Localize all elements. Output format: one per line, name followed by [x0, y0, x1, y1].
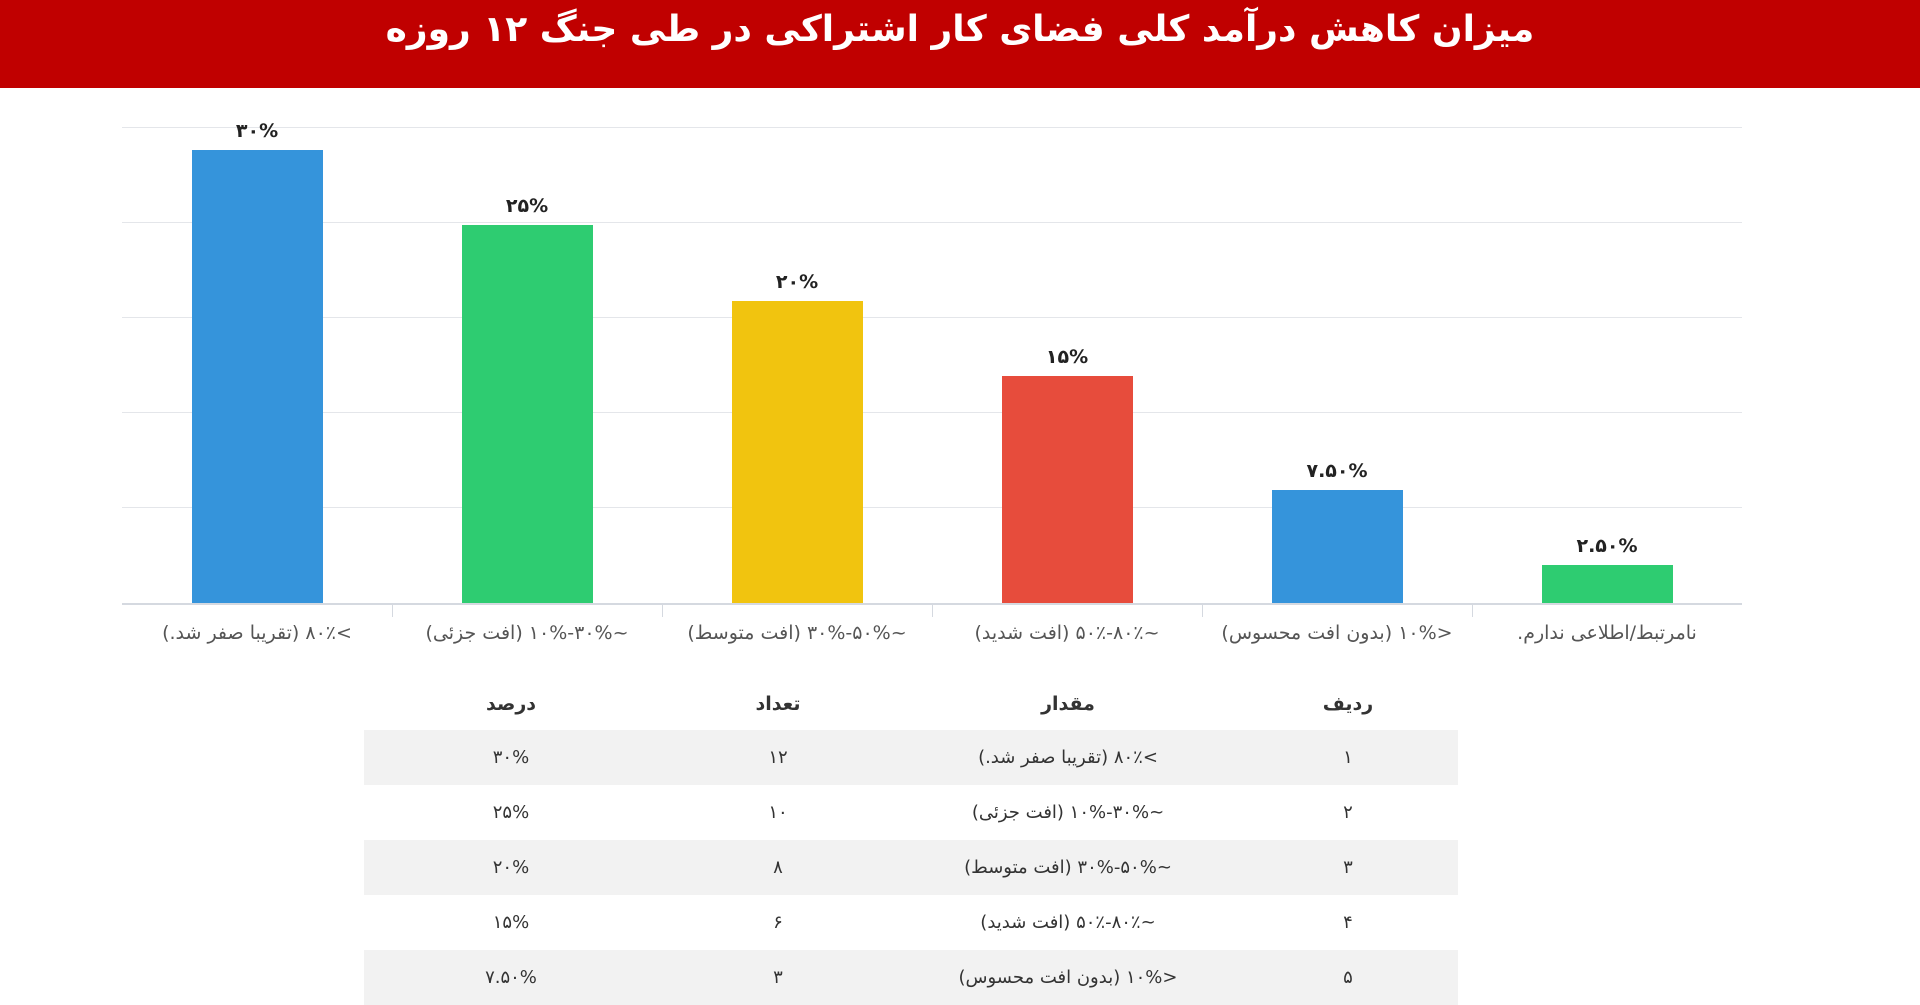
cell-count: ۸ [773, 857, 783, 878]
category-label: ~۳۰%-۱۰% (افت جزئی) [425, 622, 629, 644]
cell-index: ۲ [1343, 802, 1353, 823]
cell-count: ۶ [773, 912, 783, 933]
table-row: ۱ >۸۰٪ (تقریبا صفر شد.) ۱۲ ۳۰% [364, 730, 1458, 785]
table-header: ردیف مقدار تعداد درصد [364, 678, 1458, 730]
bar-value-label: ۲۵% [505, 195, 549, 217]
cell-percent: ۱۵% [492, 912, 530, 933]
cell-percent: ۲۰% [492, 857, 530, 878]
table-row: ۵ <۱۰% (بدون افت محسوس) ۳ ۷.۵۰% [364, 950, 1458, 1005]
bar [462, 225, 593, 603]
category-label: >۸۰٪ (تقریبا صفر شد.) [162, 622, 352, 644]
bar-value-label: ۲.۵۰% [1576, 535, 1638, 557]
x-axis-tick [1202, 605, 1203, 617]
bar [732, 301, 863, 603]
bar [192, 150, 323, 603]
category-label: ~۸۰٪-۵۰٪ (افت شدید) [974, 622, 1160, 644]
cell-percent: ۲۵% [492, 802, 530, 823]
cell-count: ۱۰ [768, 802, 788, 823]
cell-value: <۱۰% (بدون افت محسوس) [958, 967, 1178, 988]
category-label: ~۵۰%-۳۰% (افت متوسط) [687, 622, 907, 644]
header-value: مقدار [1041, 693, 1095, 715]
x-axis-line [122, 603, 1742, 605]
gridline [122, 317, 1742, 318]
x-axis-tick [392, 605, 393, 617]
x-axis-tick [662, 605, 663, 617]
cell-value: ~۵۰%-۳۰% (افت متوسط) [964, 857, 1172, 878]
cell-percent: ۳۰% [492, 747, 530, 768]
header-percent: درصد [485, 693, 537, 715]
cell-value: ~۸۰٪-۵۰٪ (افت شدید) [980, 912, 1156, 933]
bar [1272, 490, 1403, 603]
data-table: ردیف مقدار تعداد درصد ۱ >۸۰٪ (تقریبا صفر… [364, 678, 1458, 1005]
bar-value-label: ۳۰% [235, 120, 279, 142]
bar-value-label: ۲۰% [775, 271, 819, 293]
cell-index: ۱ [1343, 747, 1353, 768]
bar-value-label: ۷.۵۰% [1306, 460, 1368, 482]
table-row: ۳ ~۵۰%-۳۰% (افت متوسط) ۸ ۲۰% [364, 840, 1458, 895]
gridline [122, 507, 1742, 508]
table-row: ۲ ~۳۰%-۱۰% (افت جزئی) ۱۰ ۲۵% [364, 785, 1458, 840]
x-axis-tick [932, 605, 933, 617]
gridline [122, 412, 1742, 413]
bar-value-label: ۱۵% [1045, 346, 1089, 368]
bar [1002, 376, 1133, 603]
cell-value: ~۳۰%-۱۰% (افت جزئی) [971, 802, 1165, 823]
category-label: نامرتبط/اطلاعی ندارم. [1517, 622, 1697, 644]
gridline [122, 127, 1742, 128]
gridline [122, 222, 1742, 223]
page-title: میزان کاهش درآمد کلی فضای کار اشتراکی در… [385, 8, 1535, 50]
cell-index: ۳ [1343, 857, 1353, 878]
cell-count: ۳ [773, 967, 783, 988]
bar [1542, 565, 1673, 603]
category-label: <۱۰% (بدون افت محسوس) [1221, 622, 1453, 644]
table-row: ۴ ~۸۰٪-۵۰٪ (افت شدید) ۶ ۱۵% [364, 895, 1458, 950]
bar-chart: ۳۰% ۲۵% ۲۰% ۱۵% ۷.۵۰% ۲.۵۰% [122, 120, 1742, 617]
cell-count: ۱۲ [768, 747, 788, 768]
cell-index: ۵ [1343, 967, 1353, 988]
cell-percent: ۷.۵۰% [485, 967, 537, 988]
title-banner: میزان کاهش درآمد کلی فضای کار اشتراکی در… [0, 0, 1920, 88]
cell-index: ۴ [1343, 912, 1353, 933]
x-axis-tick [1472, 605, 1473, 617]
header-count: تعداد [755, 693, 801, 715]
cell-value: >۸۰٪ (تقریبا صفر شد.) [978, 747, 1158, 768]
header-index: ردیف [1322, 693, 1374, 715]
